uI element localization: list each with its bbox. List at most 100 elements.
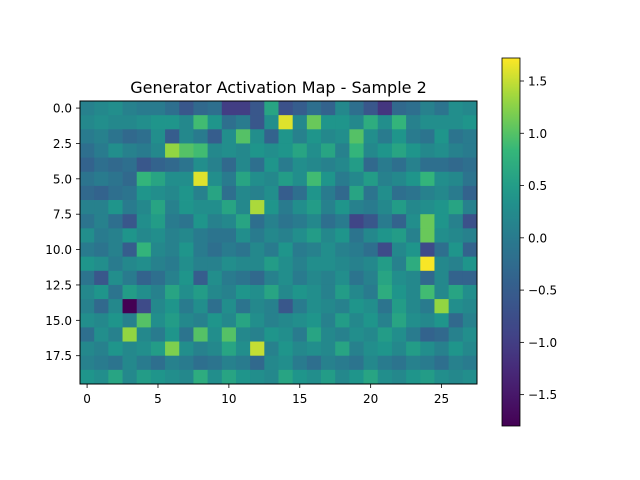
heatmap-cell: [136, 214, 152, 229]
heatmap-cell: [165, 327, 180, 342]
heatmap-cell: [434, 313, 450, 328]
heatmap-cell: [193, 101, 209, 116]
heatmap-cell: [391, 101, 407, 116]
heatmap-cell: [420, 299, 435, 314]
heatmap-cell: [335, 171, 350, 187]
heatmap-cell: [434, 143, 450, 158]
heatmap-cell: [391, 228, 407, 243]
heatmap-cell: [448, 214, 464, 229]
heatmap-cell: [122, 284, 138, 300]
heatmap-cell: [377, 369, 393, 385]
heatmap-cell: [335, 270, 350, 286]
heatmap-cell: [420, 157, 435, 173]
heatmap-cell: [349, 115, 364, 130]
heatmap-cell: [349, 157, 364, 173]
heatmap-cell: [207, 200, 223, 215]
heatmap-cell: [420, 101, 435, 116]
heatmap-cell: [434, 171, 450, 187]
heatmap-cell: [278, 299, 294, 314]
heatmap-cell: [108, 200, 123, 215]
heatmap-cell: [462, 200, 478, 215]
heatmap-cell: [349, 143, 364, 158]
heatmap-cell: [179, 284, 194, 300]
heatmap-cell: [235, 369, 251, 385]
y-tick-label: 2.5: [53, 137, 72, 151]
heatmap-cell: [321, 185, 336, 201]
heatmap-cell: [264, 299, 279, 314]
heatmap-cell: [278, 115, 294, 130]
heatmap-cell: [221, 327, 237, 342]
heatmap-cell: [207, 284, 223, 300]
heatmap-cell: [221, 355, 237, 371]
heatmap-cell: [235, 214, 251, 229]
heatmap-cell: [179, 115, 194, 130]
heatmap-cell: [462, 143, 478, 158]
heatmap-cell: [321, 284, 336, 300]
heatmap-cell: [122, 299, 138, 314]
heatmap-cell: [349, 200, 364, 215]
heatmap-cell: [363, 355, 379, 371]
heatmap-cell: [278, 270, 294, 286]
heatmap-cell: [448, 270, 464, 286]
heatmap-cell: [122, 171, 138, 187]
heatmap-cell: [462, 101, 478, 116]
heatmap-cell: [321, 242, 336, 258]
heatmap-cell: [349, 327, 364, 342]
y-tick-label: 10.0: [45, 243, 72, 257]
heatmap-cell: [108, 313, 123, 328]
heatmap-cell: [462, 214, 478, 229]
heatmap-cell: [179, 355, 194, 371]
heatmap-cell: [179, 214, 194, 229]
heatmap-cell: [80, 115, 95, 130]
heatmap-cell: [335, 341, 350, 357]
heatmap-cell: [377, 270, 393, 286]
heatmap-cell: [108, 115, 123, 130]
heatmap-cell: [136, 171, 152, 187]
heatmap-cell: [235, 355, 251, 371]
heatmap-cell: [179, 129, 194, 144]
heatmap-cell: [335, 200, 350, 215]
heatmap-cell: [264, 270, 279, 286]
heatmap-cell: [94, 369, 109, 385]
heatmap-cell: [80, 327, 95, 342]
heatmap-cell: [221, 171, 237, 187]
heatmap-cell: [420, 270, 435, 286]
heatmap-cell: [321, 327, 336, 342]
heatmap-cell: [377, 284, 393, 300]
heatmap-cell: [292, 299, 308, 314]
heatmap-cell: [278, 355, 294, 371]
heatmap-cell: [94, 171, 109, 187]
heatmap-cell: [165, 157, 180, 173]
heatmap-cell: [250, 327, 265, 342]
heatmap-cell: [434, 355, 450, 371]
heatmap-cell: [165, 214, 180, 229]
heatmap-cell: [321, 369, 336, 385]
heatmap-cell: [108, 185, 123, 201]
heatmap-cell: [108, 270, 123, 286]
heatmap-cell: [207, 171, 223, 187]
heatmap-cell: [321, 115, 336, 130]
heatmap-cell: [292, 143, 308, 158]
heatmap-cell: [377, 355, 393, 371]
heatmap-cell: [420, 200, 435, 215]
heatmap-cell: [420, 115, 435, 130]
heatmap-cell: [349, 185, 364, 201]
heatmap-cell: [179, 228, 194, 243]
x-tick-label: 25: [434, 392, 449, 406]
heatmap-cell: [335, 284, 350, 300]
heatmap-cell: [207, 256, 223, 272]
heatmap-cell: [264, 313, 279, 328]
heatmap-cell: [462, 185, 478, 201]
heatmap-cell: [321, 270, 336, 286]
y-tick-label: 15.0: [45, 314, 72, 328]
heatmap-cell: [264, 157, 279, 173]
heatmap-cell: [193, 242, 209, 258]
y-tick-label: 0.0: [53, 102, 72, 116]
heatmap-cell: [250, 256, 265, 272]
heatmap-cell: [179, 200, 194, 215]
heatmap-cell: [108, 101, 123, 116]
heatmap-cell: [221, 369, 237, 385]
heatmap-cell: [235, 341, 251, 357]
y-axis: 0.0 2.5 5.0 7.5 10.0 12.5 15.0 17.5: [45, 102, 80, 363]
heatmap-cell: [278, 200, 294, 215]
